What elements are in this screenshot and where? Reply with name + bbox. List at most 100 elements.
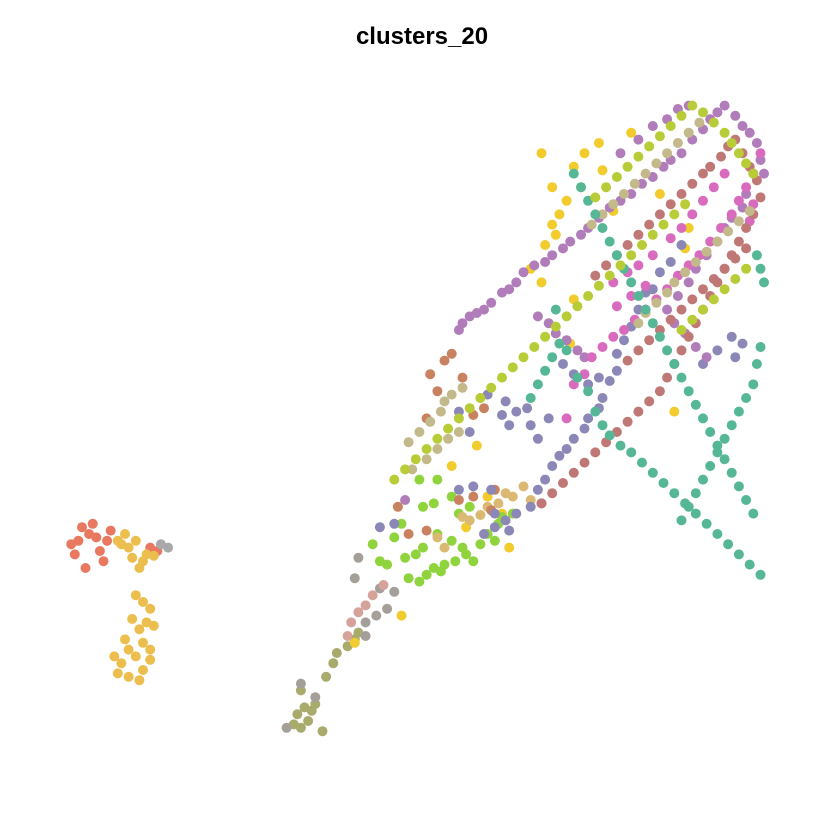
scatter-point-s7-29 bbox=[414, 474, 425, 485]
scatter-point-s5-2 bbox=[353, 607, 364, 618]
scatter-point-s15-12 bbox=[669, 488, 680, 499]
scatter-point-s1-9 bbox=[112, 535, 123, 546]
scatter-point-s14-32 bbox=[672, 138, 683, 148]
scatter-point-s1-11 bbox=[138, 597, 148, 607]
scatter-point-s9-11 bbox=[479, 403, 489, 414]
scatter-point-s14-31 bbox=[662, 148, 673, 159]
scatter-point-s1-23 bbox=[134, 675, 145, 686]
scatter-point-s15-18 bbox=[733, 549, 744, 560]
scatter-point-s16-15 bbox=[741, 158, 752, 169]
scatter-point-s10-10 bbox=[554, 450, 565, 461]
scatter-point-s15-40 bbox=[611, 250, 622, 261]
scatter-point-s15-53 bbox=[741, 393, 752, 403]
scatter-point-s9-13 bbox=[457, 372, 468, 383]
scatter-point-s7-1 bbox=[414, 576, 425, 587]
scatter-point-s11-11 bbox=[529, 260, 540, 271]
scatter-point-s15-62 bbox=[676, 515, 687, 526]
scatter-point-s10-3 bbox=[504, 525, 515, 536]
scatter-point-s14-16 bbox=[669, 277, 680, 288]
scatter-point-s16-30 bbox=[540, 331, 551, 342]
scatter-point-s0-5 bbox=[80, 563, 91, 573]
scatter-point-s12-3 bbox=[586, 352, 597, 363]
scatter-point-s13-33 bbox=[644, 396, 655, 407]
scatter-point-s1-19 bbox=[123, 644, 134, 655]
scatter-point-s10-27 bbox=[543, 413, 554, 424]
scatter-point-s4-6 bbox=[389, 586, 400, 597]
scatter-point-s10-16 bbox=[597, 393, 608, 403]
scatter-point-s10-5 bbox=[525, 501, 536, 512]
scatter-point-s9-4 bbox=[392, 501, 403, 512]
scatter-point-s11-47 bbox=[662, 304, 673, 315]
scatter-point-s12-31 bbox=[676, 223, 687, 233]
scatter-point-s1-6 bbox=[148, 550, 159, 561]
scatter-point-s12-24 bbox=[626, 291, 637, 301]
scatter-point-s12-0 bbox=[561, 413, 572, 424]
scatter-point-s16-20 bbox=[647, 229, 658, 240]
scatter-point-s4-2 bbox=[310, 692, 321, 703]
scatter-point-s10-46 bbox=[654, 267, 665, 278]
scatter-point-s15-61 bbox=[683, 501, 694, 512]
scatter-point-s7-19 bbox=[400, 552, 411, 563]
scatter-point-s14-24 bbox=[586, 219, 597, 230]
scatter-point-s13-34 bbox=[633, 406, 644, 417]
scatter-point-s16-50 bbox=[730, 274, 741, 284]
scatter-point-s11-31 bbox=[719, 100, 730, 111]
scatter-point-s12-29 bbox=[647, 250, 658, 261]
scatter-point-s16-37 bbox=[464, 403, 475, 414]
scatter-point-s16-27 bbox=[572, 301, 583, 312]
scatter-point-s14-7 bbox=[407, 464, 418, 475]
scatter-point-s13-51 bbox=[698, 284, 708, 295]
scatter-point-s13-29 bbox=[676, 345, 687, 356]
scatter-point-s11-2 bbox=[457, 318, 468, 329]
scatter-point-s15-16 bbox=[712, 529, 723, 539]
scatter-point-s6-30 bbox=[554, 209, 565, 220]
scatter-point-s10-2 bbox=[500, 515, 511, 526]
scatter-point-s8-4 bbox=[493, 498, 504, 509]
scatter-point-s10-11 bbox=[561, 444, 572, 454]
scatter-point-s6-24 bbox=[536, 148, 547, 159]
scatter-point-s15-15 bbox=[701, 518, 712, 529]
scatter-point-s12-34 bbox=[708, 182, 719, 193]
scatter-point-s0-3 bbox=[91, 532, 102, 543]
scatter-point-s16-26 bbox=[583, 291, 594, 301]
scatter-point-s15-30 bbox=[683, 386, 694, 397]
scatter-point-s1-8 bbox=[120, 529, 130, 539]
scatter-point-s6-21 bbox=[683, 223, 694, 233]
scatter-point-s10-26 bbox=[532, 433, 543, 444]
scatter-point-s7-17 bbox=[418, 542, 428, 553]
scatter-point-s16-6 bbox=[654, 131, 665, 142]
scatter-point-s11-6 bbox=[486, 297, 497, 308]
scatter-point-s12-33 bbox=[698, 195, 708, 206]
scatter-point-s6-5 bbox=[504, 542, 515, 553]
scatter-point-s5-1 bbox=[346, 617, 357, 628]
scatter-point-s7-26 bbox=[428, 498, 439, 509]
scatter-point-s6-29 bbox=[547, 219, 558, 230]
scatter-point-s15-14 bbox=[690, 508, 701, 519]
scatter-point-s11-56 bbox=[572, 345, 583, 356]
scatter-point-s13-6 bbox=[654, 209, 665, 220]
scatter-point-s5-4 bbox=[367, 590, 378, 601]
scatter-point-s16-16 bbox=[748, 168, 759, 179]
scatter-point-s1-17 bbox=[145, 644, 156, 655]
scatter-point-s8-9 bbox=[457, 512, 468, 522]
scatter-point-s10-24 bbox=[504, 420, 515, 431]
scatter-point-s10-34 bbox=[374, 522, 385, 533]
scatter-point-s16-22 bbox=[626, 250, 637, 261]
scatter-point-s12-16 bbox=[726, 209, 737, 220]
scatter-point-s11-45 bbox=[683, 277, 694, 288]
scatter-point-s11-26 bbox=[676, 148, 687, 159]
scatter-point-s7-20 bbox=[389, 532, 400, 543]
scatter-point-s11-35 bbox=[751, 138, 762, 148]
scatter-point-s15-17 bbox=[723, 539, 734, 550]
scatter-point-s16-32 bbox=[518, 352, 529, 363]
scatter-point-s14-8 bbox=[421, 454, 432, 465]
scatter-point-s2-1 bbox=[163, 542, 174, 553]
scatter-point-s7-8 bbox=[468, 556, 479, 567]
scatter-point-s13-21 bbox=[733, 236, 744, 247]
scatter-point-s11-52 bbox=[532, 311, 543, 322]
scatter-point-s7-15 bbox=[446, 535, 457, 546]
scatter-point-s10-40 bbox=[611, 348, 622, 359]
scatter-point-s11-57 bbox=[579, 352, 590, 363]
scatter-point-s10-23 bbox=[497, 410, 507, 420]
scatter-point-s10-4 bbox=[511, 508, 522, 519]
